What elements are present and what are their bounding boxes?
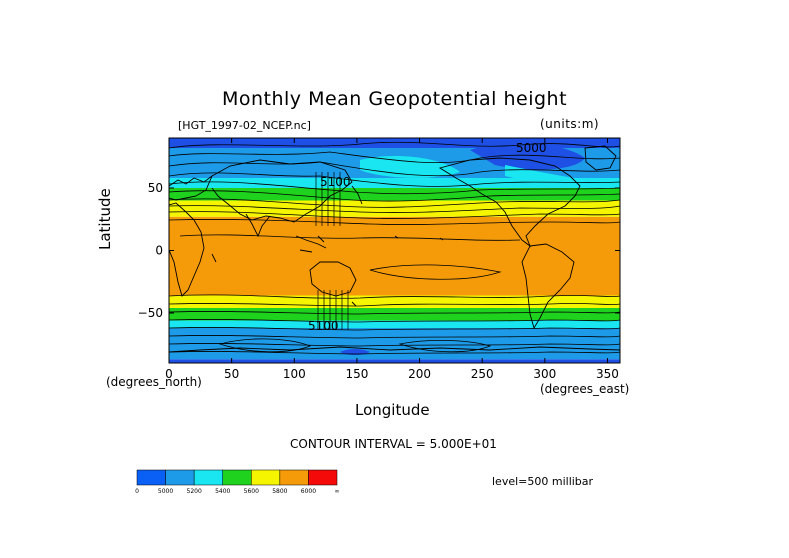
chart-title: Monthly Mean Geopotential height <box>221 88 568 110</box>
y-tick-label: −50 <box>138 306 163 320</box>
colorbar-swatch <box>136 469 166 486</box>
x-unit-label: (degrees_east) <box>540 382 630 396</box>
x-tick-label: 0 <box>165 367 173 381</box>
band-3 <box>169 308 620 321</box>
x-tick-label: 200 <box>408 367 431 381</box>
low-pocket <box>470 143 585 170</box>
band-0 <box>169 359 620 363</box>
colorbar-label: 5000 <box>158 488 173 495</box>
contour-interval-text: CONTOUR INTERVAL = 5.000E+01 <box>290 437 497 451</box>
colorbar-label: 5600 <box>244 488 259 495</box>
x-axis-label: Longitude <box>355 401 430 419</box>
colorbar-swatch <box>165 469 195 486</box>
x-ticks: 0 50 100 150 200 250 300 350 <box>165 138 619 381</box>
low-pocket <box>340 349 370 355</box>
colorbar-swatch <box>308 469 338 486</box>
band-7 <box>169 188 620 201</box>
colorbar-label: 5800 <box>272 488 287 495</box>
y-tick-label: 50 <box>148 181 163 195</box>
file-label: [HGT_1997-02_NCEP.nc] <box>178 119 311 132</box>
y-ticks: 50 0 −50 <box>138 181 620 320</box>
band-5 <box>169 216 620 296</box>
x-tick-label: 350 <box>596 367 619 381</box>
contours-and-coastlines <box>169 141 620 355</box>
colorbar-label: 5200 <box>187 488 202 495</box>
colorbar-swatch <box>251 469 281 486</box>
colorbar-swatch <box>193 469 223 486</box>
x-tick-label: 300 <box>533 367 556 381</box>
band-8 <box>169 178 620 188</box>
x-tick-label: 250 <box>471 367 494 381</box>
y-unit-label: (degrees_north) <box>106 375 202 389</box>
y-tick-label: 0 <box>155 244 163 258</box>
colorbar-label: 6000 <box>301 488 316 495</box>
colorbar-swatch <box>222 469 252 486</box>
colorbar-label: 0 <box>135 488 139 495</box>
cyan-pocket <box>360 156 460 178</box>
level-text: level=500 millibar <box>492 475 594 488</box>
band-2 <box>169 320 620 328</box>
colorbar-swatch <box>279 469 309 486</box>
units-label: (units:m) <box>540 117 600 131</box>
colorbar: 0 5000 5200 5400 5600 5800 6000 ∞ <box>135 469 340 495</box>
colorbar-label: 5400 <box>215 488 230 495</box>
x-tick-label: 100 <box>283 367 306 381</box>
band-6 <box>169 200 620 217</box>
band-10 <box>169 138 620 148</box>
x-tick-label: 50 <box>224 367 239 381</box>
contour-label: 5100 <box>320 175 351 189</box>
contour-label: 5000 <box>516 141 547 155</box>
contour-label: 5100 <box>308 319 339 333</box>
colorbar-label: ∞ <box>335 488 340 495</box>
x-tick-label: 150 <box>345 367 368 381</box>
